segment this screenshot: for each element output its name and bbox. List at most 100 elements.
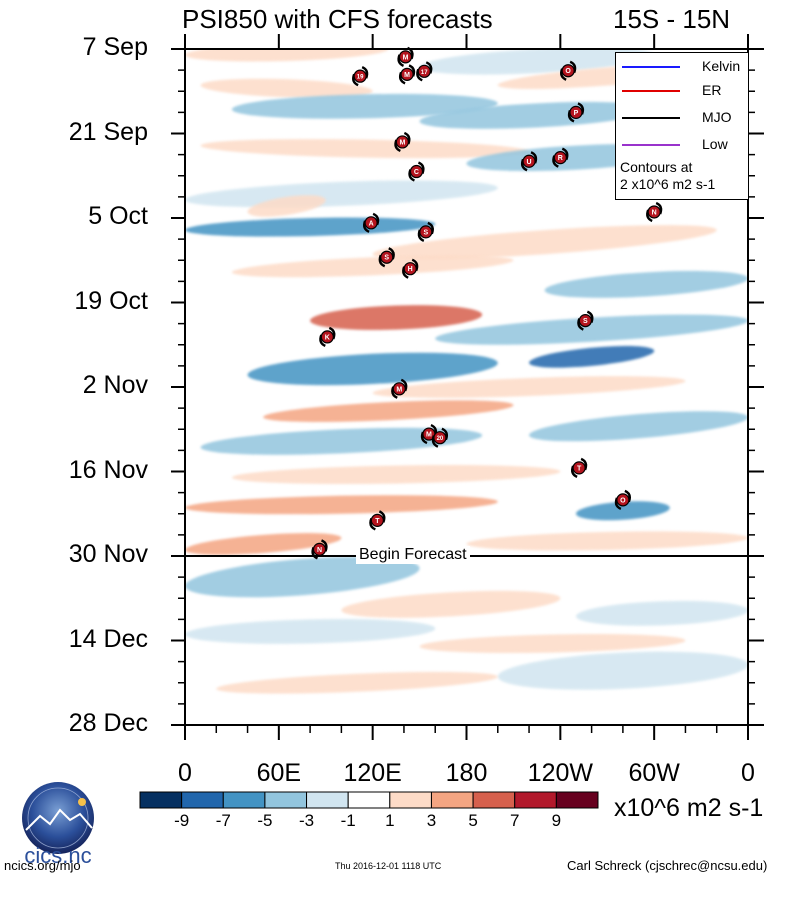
anomaly-band-18 [372,376,686,398]
storm-marker-21: O [614,489,631,510]
colorbar-label: -3 [298,811,315,830]
colorbar [139,791,599,809]
legend-label-low: Low [702,136,728,152]
footer-url[interactable]: ncics.org/mjo [4,858,81,873]
legend-label-mjo: MJO [702,109,732,125]
svg-text:H: H [408,266,413,273]
x-tick-label: 0 [178,759,192,787]
svg-text:19: 19 [357,75,364,81]
anomaly-band-8 [185,180,498,208]
legend-item-er: ER [616,79,748,103]
storm-marker-0: M [397,46,414,67]
storm-marker-3: 17 [416,61,433,82]
legend-item-low: Low [616,133,748,157]
anomaly-band-29 [575,600,748,626]
storm-marker-11: A [363,212,380,233]
x-tick-label: 60W [628,759,680,787]
colorbar-swatch [347,791,391,809]
svg-text:S: S [583,318,588,325]
svg-text:O: O [565,68,571,75]
y-tick-label: 30 Nov [68,540,148,568]
anomaly-band-17 [247,352,498,386]
anomaly-band-31 [419,633,686,654]
colorbar-label: -7 [215,811,231,830]
anomaly-band-0 [185,49,389,62]
anomaly-band-12 [231,255,514,278]
storm-marker-14: H [402,258,419,279]
anomaly-band-30 [185,619,436,644]
colorbar-swatch [306,791,349,809]
colorbar-swatch [430,791,474,809]
legend-item-mjo: MJO [616,106,748,130]
y-tick-label: 19 Oct [74,286,148,315]
colorbar-label: 7 [509,811,520,830]
anomaly-band-24 [185,495,498,515]
storm-marker-15: S [577,310,594,331]
anomaly-band-1 [419,49,655,75]
colorbar-swatch [181,791,224,809]
anomaly-band-26 [466,531,748,551]
colorbar-swatch [555,791,599,809]
svg-text:M: M [399,139,405,146]
colorbar-swatch [389,791,432,809]
anomaly-band-11 [372,225,717,260]
storm-marker-9: C [408,161,425,182]
contour-note: Contours at 2 x10^6 m2 s-1 [620,159,715,193]
logo-sun [78,798,86,806]
storm-marker-6: M [394,131,411,153]
anomaly-band-19 [263,400,514,423]
anomaly-band-4 [231,93,498,119]
y-tick-label: 5 Oct [88,202,148,230]
svg-text:N: N [317,547,322,554]
forecast-label: Begin Forecast [356,546,470,564]
legend-label-kelvin: Kelvin [702,58,741,74]
logo-wordmark: cics.nc [24,843,91,868]
anomaly-band-32 [497,651,748,690]
x-tick-label: 120E [343,759,402,787]
svg-text:T: T [577,465,582,472]
storm-marker-16: K [319,326,336,348]
colorbar-label: -5 [257,811,273,830]
chart-region: 15S - 15N [613,4,731,34]
anomaly-band-14 [310,305,483,331]
anomaly-band-9 [247,195,326,217]
storm-marker-20: T [571,457,588,478]
x-tick-label: 60E [256,759,302,787]
footer-timestamp: Thu 2016-12-01 1118 UTC [335,861,442,871]
svg-text:T: T [375,518,380,525]
anomaly-band-13 [544,270,748,298]
y-tick-label: 7 Sep [82,33,148,61]
svg-text:C: C [414,169,419,176]
svg-text:K: K [325,334,330,341]
anomaly-band-20 [529,411,748,442]
svg-text:M: M [426,432,432,439]
y-tick-label: 16 Nov [68,455,148,484]
colorbar-label: -1 [340,811,356,830]
colorbar-label: 5 [468,811,478,830]
legend-label-er: ER [702,82,722,98]
chart-title: PSI850 with CFS forecasts [182,4,493,34]
colorbar-swatch [514,791,557,809]
svg-text:O: O [620,497,626,504]
x-tick-label: 180 [445,759,488,787]
svg-text:17: 17 [421,70,428,76]
colorbar-swatch [139,791,183,809]
svg-text:M: M [404,72,410,79]
storm-marker-17: M [391,378,408,399]
storm-marker-13: S [378,247,395,268]
svg-text:N: N [652,209,657,216]
anomaly-band-15 [435,314,748,345]
anomaly-band-33 [216,671,498,694]
colorbar-swatch [222,791,266,809]
contour-note-line2: 2 x10^6 m2 s-1 [620,176,716,192]
colorbar-units: x10^6 m2 s-1 [614,794,764,822]
logo-mountains [25,808,93,831]
legend-swatch-low [622,144,680,146]
storm-marker-19: 20 [431,427,448,448]
x-axis-ticks [184,34,749,740]
anomaly-band-6 [200,139,530,159]
anomaly-band-23 [575,501,670,521]
storm-marker-12: S [417,221,434,242]
storm-marker-10: N [646,201,663,223]
colorbar-label: 3 [426,811,437,830]
